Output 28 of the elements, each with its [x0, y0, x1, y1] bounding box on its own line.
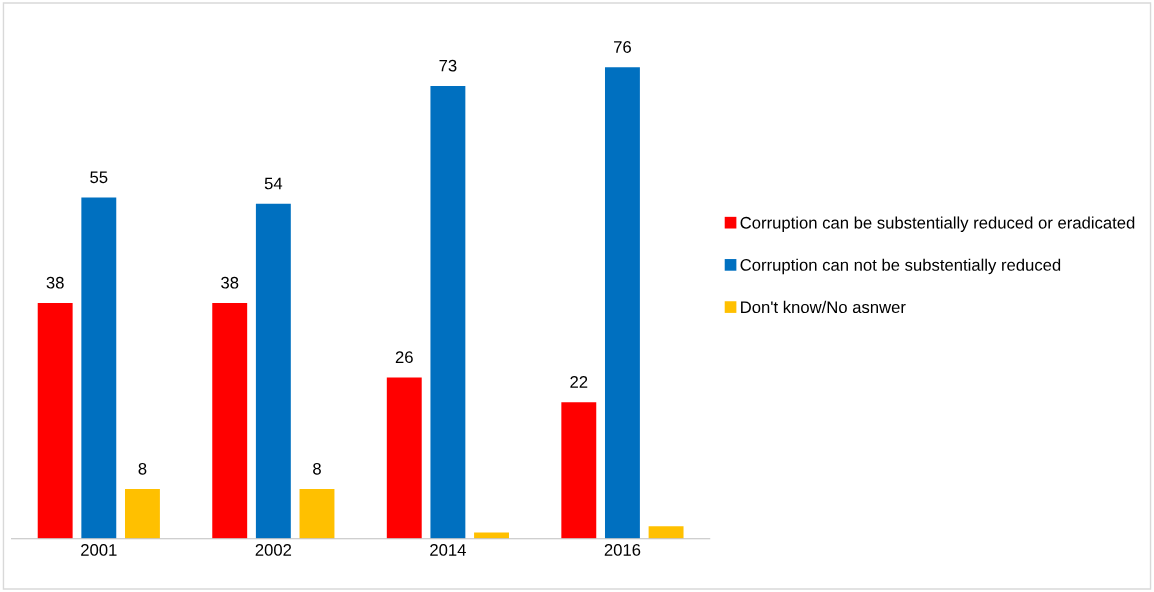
data-label: 38: [221, 276, 239, 289]
data-label: 76: [614, 41, 631, 53]
data-label: 26: [395, 351, 413, 364]
legend-label: Corruption can not be substentially reduced: [740, 258, 1061, 275]
bar: [299, 489, 335, 539]
bar: [212, 303, 248, 539]
data-label: 55: [90, 171, 108, 184]
bar: [386, 377, 422, 539]
bar: [124, 489, 160, 539]
bar: [81, 197, 117, 539]
bar: [37, 303, 73, 539]
data-label: 38: [46, 276, 64, 289]
data-label: 22: [570, 376, 588, 388]
x-tick-label: 2001: [81, 544, 117, 556]
bar: [604, 67, 640, 539]
data-label: 54: [264, 177, 283, 190]
bar: [561, 402, 597, 539]
x-tick-label: 2002: [255, 544, 292, 556]
legend-label: Don't know/No asnwer: [741, 300, 906, 314]
data-label: 8: [313, 462, 321, 475]
legend-label: Corruption can be substentially reduced or eradicated: [740, 216, 1135, 232]
data-label: 8: [138, 462, 147, 475]
x-tick-label: 2016: [604, 544, 641, 556]
data-label: 73: [439, 59, 457, 72]
bar: [430, 85, 466, 539]
bar: [255, 203, 291, 539]
bar: [648, 526, 684, 539]
x-tick-label: 2014: [430, 544, 466, 556]
